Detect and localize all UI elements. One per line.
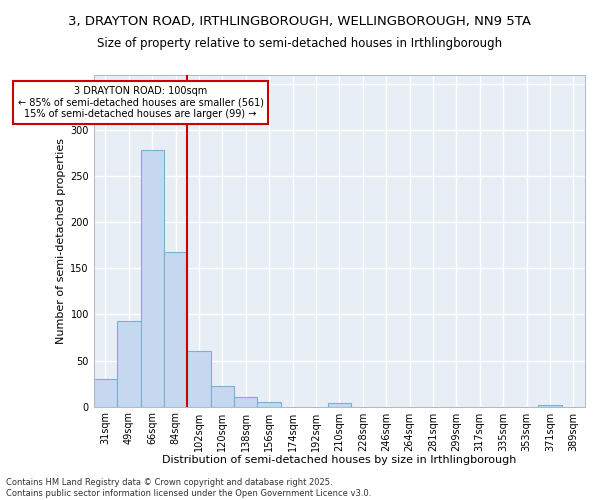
Bar bbox=[328, 403, 351, 406]
Bar bbox=[94, 379, 117, 406]
Bar bbox=[164, 252, 187, 406]
Bar bbox=[257, 402, 281, 406]
Bar bbox=[140, 150, 164, 406]
Text: Contains HM Land Registry data © Crown copyright and database right 2025.
Contai: Contains HM Land Registry data © Crown c… bbox=[6, 478, 371, 498]
Bar bbox=[234, 398, 257, 406]
Text: 3, DRAYTON ROAD, IRTHLINGBOROUGH, WELLINGBOROUGH, NN9 5TA: 3, DRAYTON ROAD, IRTHLINGBOROUGH, WELLIN… bbox=[68, 15, 532, 28]
Bar bbox=[538, 405, 562, 406]
Text: Size of property relative to semi-detached houses in Irthlingborough: Size of property relative to semi-detach… bbox=[97, 38, 503, 51]
X-axis label: Distribution of semi-detached houses by size in Irthlingborough: Distribution of semi-detached houses by … bbox=[162, 455, 517, 465]
Bar bbox=[187, 352, 211, 406]
Bar bbox=[117, 321, 140, 406]
Bar bbox=[211, 386, 234, 406]
Y-axis label: Number of semi-detached properties: Number of semi-detached properties bbox=[56, 138, 66, 344]
Text: 3 DRAYTON ROAD: 100sqm
← 85% of semi-detached houses are smaller (561)
15% of se: 3 DRAYTON ROAD: 100sqm ← 85% of semi-det… bbox=[17, 86, 263, 120]
